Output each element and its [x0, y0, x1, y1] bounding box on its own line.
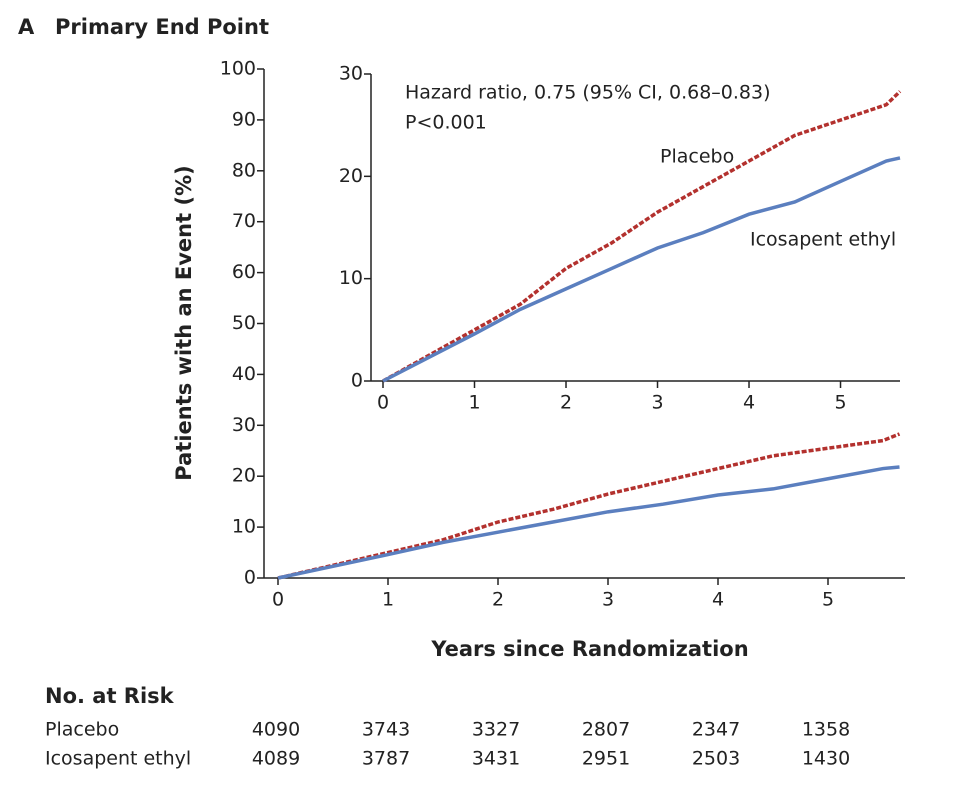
x-tick-label: 3 — [602, 589, 614, 611]
y-tick-label: 50 — [232, 312, 256, 334]
y-tick-label: 30 — [339, 63, 363, 85]
x-tick-label: 2 — [492, 589, 504, 611]
chart-title: Primary End Point — [55, 15, 269, 39]
km-curve — [382, 156, 901, 383]
x-tick-label: 2 — [560, 392, 572, 414]
annotation: P<0.001 — [405, 112, 487, 134]
y-axis-label: Patients with an Event (%) — [172, 165, 196, 480]
x-tick-label: 1 — [382, 589, 394, 611]
x-tick-label: 4 — [743, 392, 755, 414]
risk-value: 4089 — [252, 748, 300, 770]
y-tick-label: 0 — [244, 567, 256, 589]
x-tick-label: 5 — [822, 589, 834, 611]
risk-value: 3743 — [362, 719, 410, 741]
risk-value: 2807 — [582, 719, 630, 741]
y-tick-label: 0 — [351, 370, 363, 392]
risk-value: 4090 — [252, 719, 300, 741]
panel-label: A — [18, 15, 35, 39]
y-tick-label: 10 — [232, 516, 256, 538]
y-tick-label: 70 — [232, 210, 256, 232]
x-tick-label: 1 — [468, 392, 480, 414]
series-label: Placebo — [660, 146, 734, 168]
risk-value: 2951 — [582, 748, 630, 770]
y-tick-label: 20 — [339, 165, 363, 187]
risk-value: 3327 — [472, 719, 520, 741]
series-label: Icosapent ethyl — [750, 229, 896, 251]
y-tick-label: 90 — [232, 108, 256, 130]
y-tick-label: 60 — [232, 261, 256, 283]
y-tick-label: 30 — [232, 414, 256, 436]
risk-row-label: Placebo — [45, 719, 119, 741]
x-tick-label: 4 — [712, 589, 724, 611]
risk-table-title: No. at Risk — [45, 684, 175, 708]
y-tick-label: 80 — [232, 159, 256, 181]
annotation: Hazard ratio, 0.75 (95% CI, 0.68–0.83) — [405, 82, 771, 104]
risk-row-label: Icosapent ethyl — [45, 748, 191, 770]
y-tick-label: 40 — [232, 363, 256, 385]
km-curve — [277, 465, 900, 580]
risk-value: 3431 — [472, 748, 520, 770]
km-curve — [382, 90, 902, 383]
y-tick-label: 20 — [232, 465, 256, 487]
risk-value: 1358 — [802, 719, 850, 741]
x-tick-label: 0 — [272, 589, 284, 611]
x-tick-label: 0 — [377, 392, 389, 414]
x-tick-label: 3 — [651, 392, 663, 414]
km-curve — [277, 432, 901, 580]
risk-value: 2347 — [692, 719, 740, 741]
risk-value: 1430 — [802, 748, 850, 770]
risk-value: 2503 — [692, 748, 740, 770]
x-axis-label: Years since Randomization — [430, 637, 748, 661]
y-tick-label: 10 — [339, 267, 363, 289]
risk-value: 3787 — [362, 748, 410, 770]
x-tick-label: 5 — [834, 392, 846, 414]
y-tick-label: 100 — [220, 58, 256, 80]
